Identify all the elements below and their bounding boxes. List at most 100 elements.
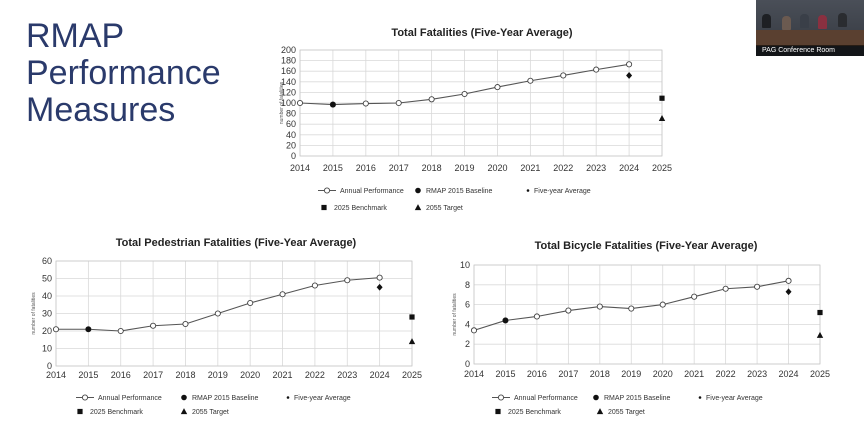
annual-performance-point bbox=[376, 274, 383, 281]
baseline-point bbox=[85, 326, 92, 333]
y-tick-label: 60 bbox=[42, 256, 52, 266]
legend-five-year-label: Five-year Average bbox=[294, 395, 351, 402]
x-tick-label: 2017 bbox=[558, 369, 578, 379]
x-tick-label: 2025 bbox=[652, 163, 672, 173]
y-tick-label: 50 bbox=[42, 274, 52, 284]
y-tick-label: 0 bbox=[47, 361, 52, 371]
x-tick-label: 2020 bbox=[240, 370, 260, 380]
annual-performance-point bbox=[470, 327, 478, 334]
x-tick-label: 2017 bbox=[143, 370, 163, 380]
annual-performance-point bbox=[527, 77, 534, 84]
y-axis-label: number of fatalities bbox=[31, 292, 37, 335]
legend-baseline-label: RMAP 2015 Baseline bbox=[604, 395, 671, 402]
x-tick-label: 2018 bbox=[590, 369, 610, 379]
x-tick-label: 2015 bbox=[78, 370, 98, 380]
chart-legend: Annual Performance RMAP 2015 Baseline Five… bbox=[76, 394, 351, 416]
legend-annual-label: Annual Performance bbox=[514, 395, 578, 402]
baseline-point bbox=[502, 317, 509, 324]
annual-performance-point bbox=[117, 327, 124, 335]
benchmark-point bbox=[77, 408, 83, 415]
annual-performance-point bbox=[533, 313, 540, 320]
y-tick-label: 40 bbox=[42, 291, 52, 301]
y-tick-label: 60 bbox=[286, 119, 296, 129]
chart-legend: Annual Performance RMAP 2015 Baseline Five… bbox=[492, 394, 763, 416]
legend-five-year-marker bbox=[698, 396, 702, 399]
baseline-point bbox=[415, 187, 421, 194]
plot-frame bbox=[473, 264, 821, 365]
annual-performance-point bbox=[296, 99, 304, 107]
chart-title: Total Bicycle Fatalities (Five-Year Aver… bbox=[535, 240, 758, 252]
x-tick-label: 2014 bbox=[290, 163, 310, 173]
video-desk bbox=[756, 30, 864, 46]
x-tick-label: 2014 bbox=[464, 369, 484, 379]
annual-performance-point bbox=[182, 320, 189, 328]
video-person bbox=[762, 14, 771, 28]
baseline-point bbox=[181, 394, 187, 401]
annual-performance-point bbox=[785, 277, 792, 284]
legend-baseline-label: RMAP 2015 Baseline bbox=[426, 188, 493, 195]
annual-performance-point bbox=[150, 322, 157, 329]
target-point bbox=[408, 338, 416, 345]
y-tick-label: 0 bbox=[291, 151, 296, 161]
annual-performance-point bbox=[52, 326, 60, 333]
annual-performance-point bbox=[560, 72, 567, 79]
x-tick-label: 2021 bbox=[273, 370, 293, 380]
y-tick-label: 6 bbox=[465, 300, 470, 310]
baseline-point bbox=[593, 394, 599, 401]
video-conference-inset: PAG Conference Room bbox=[756, 0, 864, 56]
five-year-average-point bbox=[376, 283, 383, 291]
y-tick-label: 80 bbox=[286, 109, 296, 119]
x-tick-label: 2024 bbox=[619, 163, 639, 173]
annual-performance-point bbox=[428, 96, 435, 103]
annual-performance-point bbox=[461, 90, 468, 98]
video-person bbox=[800, 14, 809, 28]
target-point bbox=[414, 204, 422, 211]
y-tick-label: 160 bbox=[281, 66, 296, 76]
x-tick-label: 2023 bbox=[747, 369, 767, 379]
x-tick-label: 2018 bbox=[175, 370, 195, 380]
annual-performance-point bbox=[691, 293, 698, 300]
annual-performance-point bbox=[593, 66, 600, 73]
y-tick-label: 20 bbox=[286, 140, 296, 150]
annual-performance-point bbox=[81, 394, 89, 401]
y-tick-label: 140 bbox=[281, 77, 296, 87]
legend-five-year-marker bbox=[526, 189, 530, 192]
annual-performance-point bbox=[214, 310, 221, 317]
y-tick-label: 40 bbox=[286, 130, 296, 140]
annual-performance-point bbox=[754, 283, 761, 290]
video-caption: PAG Conference Room bbox=[756, 45, 864, 56]
y-tick-label: 8 bbox=[465, 280, 470, 290]
legend-five-year-label: Five-year Average bbox=[534, 188, 591, 195]
y-tick-label: 180 bbox=[281, 56, 296, 66]
y-tick-label: 100 bbox=[281, 98, 296, 108]
annual-performance-point bbox=[494, 84, 501, 91]
legend-target-label: 2055 Target bbox=[192, 409, 229, 416]
benchmark-point bbox=[817, 309, 823, 316]
five-year-average-point bbox=[785, 288, 792, 296]
chart-group-1: Total Pedestrian Fatalities (Five-Year A… bbox=[31, 237, 422, 416]
x-tick-label: 2021 bbox=[520, 163, 540, 173]
x-tick-label: 2025 bbox=[402, 370, 422, 380]
x-tick-label: 2019 bbox=[621, 369, 641, 379]
x-tick-label: 2014 bbox=[46, 370, 66, 380]
x-tick-label: 2015 bbox=[323, 163, 343, 173]
target-point bbox=[596, 408, 604, 415]
y-tick-label: 120 bbox=[281, 87, 296, 97]
target-point bbox=[816, 331, 824, 338]
target-point bbox=[658, 114, 666, 121]
x-tick-label: 2022 bbox=[553, 163, 573, 173]
plot-frame bbox=[55, 260, 413, 367]
annual-performance-point bbox=[344, 277, 351, 284]
y-tick-label: 0 bbox=[465, 359, 470, 369]
x-tick-label: 2022 bbox=[305, 370, 325, 380]
annual-performance-point bbox=[247, 299, 254, 307]
y-axis-label: number of fatalities bbox=[452, 293, 458, 336]
annual-performance-point bbox=[659, 301, 666, 308]
chart-legend: Annual Performance RMAP 2015 Baseline Five… bbox=[318, 187, 591, 212]
y-tick-label: 10 bbox=[42, 344, 52, 354]
benchmark-point bbox=[321, 204, 327, 211]
annual-performance-point bbox=[596, 303, 603, 310]
video-person bbox=[818, 15, 827, 29]
legend-five-year-marker bbox=[286, 396, 290, 399]
x-tick-label: 2018 bbox=[422, 163, 442, 173]
